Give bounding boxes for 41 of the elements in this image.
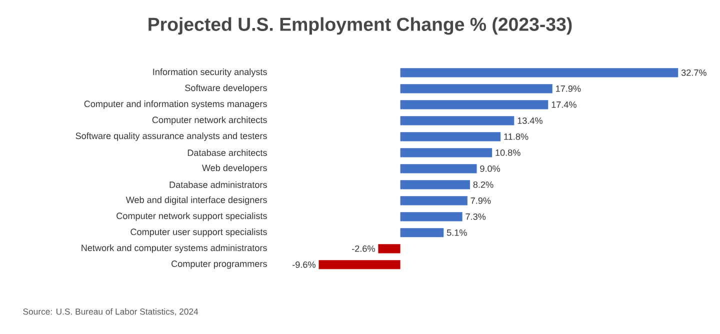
y-tick-label: Web developers <box>202 164 267 173</box>
data-label: 8.2% <box>473 181 494 188</box>
data-label: 32.7% <box>681 69 706 76</box>
y-tick-label: Database administrators <box>170 181 267 188</box>
data-label: 13.4% <box>518 117 542 124</box>
y-tick-label: Software quality assurance analysts and testers <box>76 132 267 141</box>
bar <box>378 244 400 254</box>
bar <box>400 100 548 110</box>
bar <box>400 116 514 126</box>
data-label: 9.0% <box>480 165 500 172</box>
y-tick-label: Network and computer systems administrators <box>82 244 267 253</box>
bar <box>400 228 444 238</box>
y-tick-label: Database architects <box>188 149 267 156</box>
y-tick-label: Computer and information systems managers <box>84 100 267 109</box>
y-tick-label: Computer user support specialists <box>130 228 267 237</box>
bar <box>400 164 477 174</box>
bar <box>400 68 678 78</box>
data-label: -2.6% <box>352 245 375 252</box>
data-label: 11.8% <box>504 133 528 140</box>
chart-title: Projected U.S. Employment Change % (2023-33) <box>148 17 572 35</box>
data-label: 7.9% <box>470 197 491 204</box>
bar <box>400 148 492 158</box>
data-label: 7.3% <box>466 213 486 220</box>
y-tick-label: Computer network architects <box>152 116 267 125</box>
bar <box>400 212 462 222</box>
bar <box>400 196 468 206</box>
y-tick-label: Computer network support specialists <box>116 212 267 221</box>
bar <box>400 132 501 142</box>
y-tick-label: Web and digital interface designers <box>126 196 267 205</box>
data-label: 10.8% <box>496 149 520 156</box>
source-note: Source: U.S. Bureau of Labor Statistics, 2024 <box>23 308 198 316</box>
data-label: 17.4% <box>552 101 576 108</box>
bar <box>400 180 470 190</box>
bar <box>318 260 400 270</box>
data-label: -9.6% <box>292 261 316 268</box>
y-tick-label: Software developers <box>185 84 267 93</box>
data-label: 17.9% <box>556 85 581 92</box>
y-tick-label: Information security analysts <box>153 68 267 77</box>
data-label: 5.1% <box>446 229 467 236</box>
y-tick-label: Computer programmers <box>172 260 267 269</box>
bar <box>400 84 552 94</box>
